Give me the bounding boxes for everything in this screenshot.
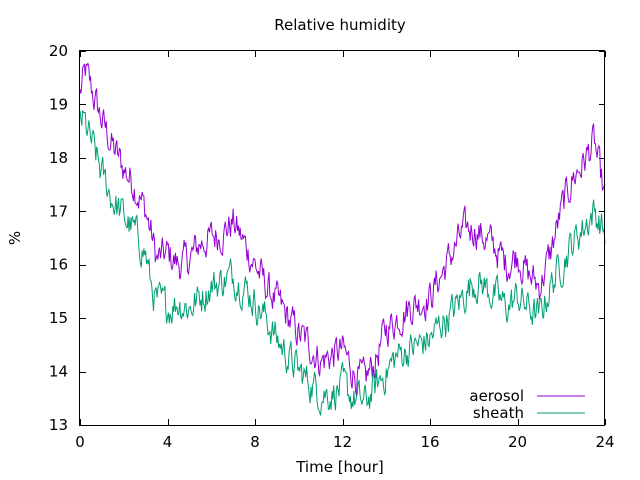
y-tick-label: 17	[49, 202, 68, 220]
legend-label-aerosol: aerosol	[469, 387, 524, 405]
y-tick-label: 19	[49, 95, 68, 113]
y-axis-label: %	[6, 231, 24, 245]
x-tick-label: 4	[163, 433, 173, 451]
x-tick-label: 12	[333, 433, 352, 451]
y-tick-label: 13	[49, 416, 68, 434]
axis-ticks: 0 4 8 12 16 20 24 13 14 15 16 17 18 19 20	[49, 42, 615, 451]
x-axis-label: Time [hour]	[295, 458, 384, 476]
plot-frame	[79, 50, 605, 426]
legend-label-sheath: sheath	[473, 404, 524, 422]
x-tick-label: 8	[250, 433, 260, 451]
series-line-aerosol	[79, 62, 606, 396]
y-tick-label: 18	[49, 149, 68, 167]
y-tick-label: 15	[49, 309, 68, 327]
x-tick-label: 24	[595, 433, 614, 451]
x-tick-label: 20	[508, 433, 527, 451]
series-layer	[79, 62, 606, 416]
y-tick-label: 14	[49, 363, 68, 381]
x-tick-label: 16	[420, 433, 439, 451]
series-line-sheath	[79, 110, 606, 416]
chart-title: Relative humidity	[274, 16, 406, 34]
x-tick-label: 0	[75, 433, 85, 451]
y-tick-label: 16	[49, 256, 68, 274]
y-tick-label: 20	[49, 42, 68, 60]
